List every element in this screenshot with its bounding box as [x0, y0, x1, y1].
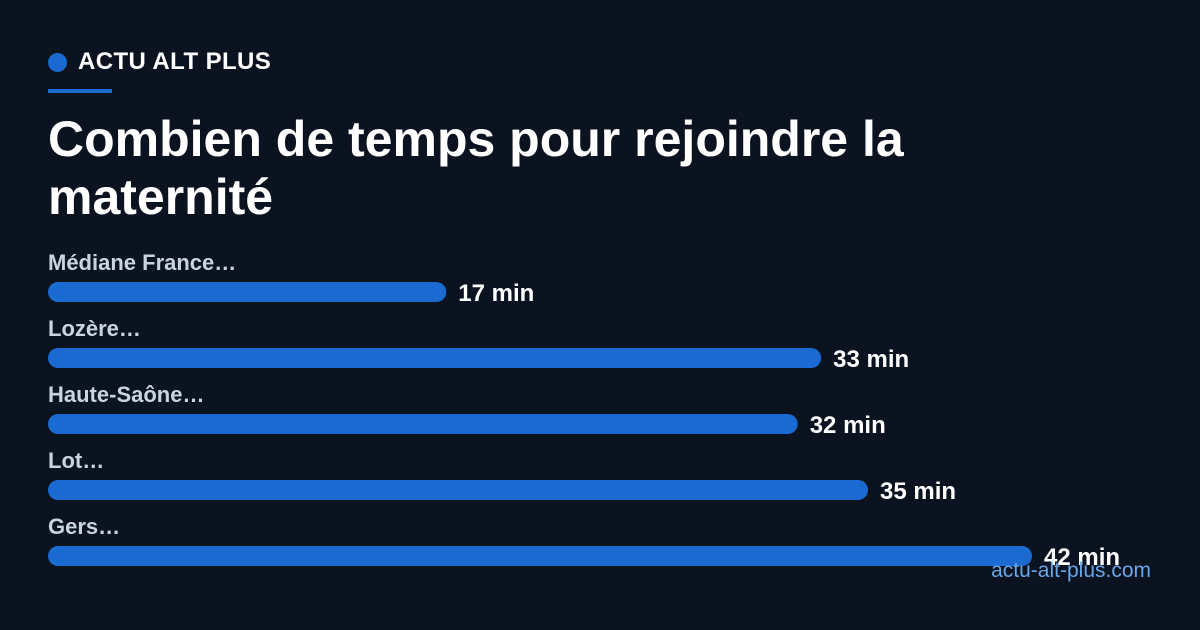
- category-label: Lot…: [48, 448, 104, 473]
- brand-name: ACTU ALT PLUS: [78, 48, 272, 75]
- site-url[interactable]: actu-alt-plus.com: [991, 559, 1151, 582]
- brand-dot-icon: [48, 52, 67, 72]
- category-label: Médiane France…: [48, 250, 236, 275]
- value-label: 17 min: [458, 280, 534, 307]
- category-label: Haute-Saône…: [48, 382, 204, 407]
- bar: [48, 546, 1032, 566]
- brand: ACTU ALT PLUS: [48, 48, 271, 76]
- value-label: 42 min: [1044, 544, 1120, 571]
- value-label: 35 min: [880, 478, 956, 505]
- bar: [48, 480, 868, 500]
- bar: [48, 348, 822, 368]
- value-label: 32 min: [810, 412, 886, 439]
- brand-underline: [48, 89, 112, 93]
- bar: [48, 282, 447, 302]
- value-label: 33 min: [833, 346, 909, 373]
- category-label: Lozère…: [48, 316, 141, 341]
- category-label: Gers…: [48, 514, 120, 539]
- chart-title: Combien de temps pour rejoindre la mater…: [48, 111, 904, 225]
- bar: [48, 414, 798, 434]
